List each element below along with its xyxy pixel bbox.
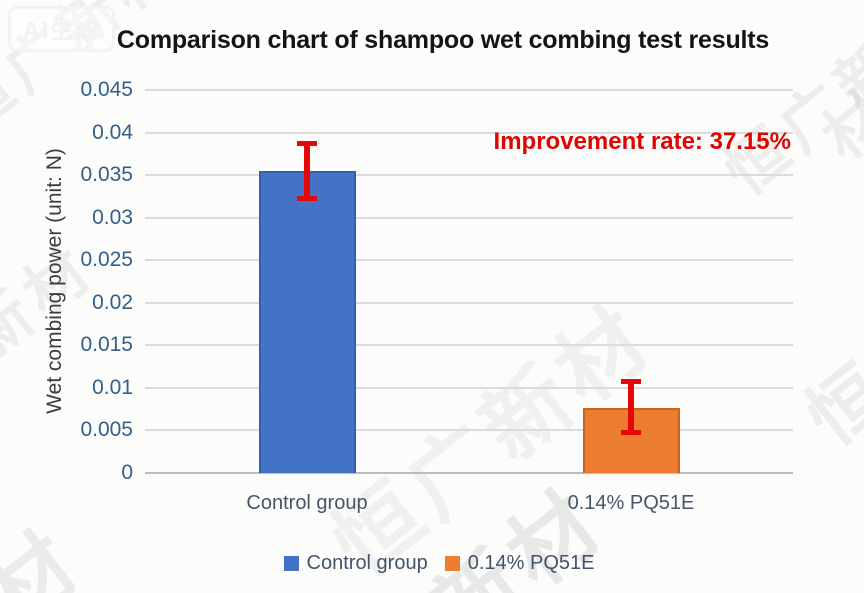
legend-swatch [283,556,299,571]
error-bar-part [621,429,641,435]
legend-item-0-14-pq51e: 0.14% PQ51E [444,552,595,575]
y-axis-tick-label: 0.025 [80,248,133,272]
legend-swatch [444,556,460,571]
watermark-text: 恒 [791,345,864,462]
ai-generated-badge: AI生成 [8,6,115,52]
improvement-annotation: Improvement rate: 37.15% [493,128,791,155]
legend-label: 0.14% PQ51E [467,552,595,574]
y-axis-tick-label: 0 [121,461,133,484]
error-bar-part [297,195,317,201]
error-bar-part [621,379,641,385]
watermark-text: 材 [810,76,864,174]
y-axis-tick-label: 0.005 [80,418,133,442]
y-axis-tick-label: 0.035 [80,163,133,187]
y-axis-tick-label: 0.045 [80,78,133,101]
gridline [145,216,793,219]
error-bar-part [297,141,317,147]
gridline [145,386,793,389]
y-axis-tick-label: 0.02 [92,290,133,314]
gridline [145,259,793,262]
gridline [145,429,793,432]
gridline [145,344,793,347]
gridline [145,131,793,134]
gridline [145,174,793,177]
y-axis-tick-label: 0.01 [92,375,133,399]
legend-item-control-group: Control group [283,552,428,575]
bar-control-group [258,170,356,473]
y-axis-tick-label: 0.04 [92,120,133,144]
gridline [145,89,793,91]
error-bar-0-14-pq51e [621,379,641,435]
x-axis-label-0-14-pq51e: 0.14% PQ51E [567,492,695,514]
error-bar-control-group [297,141,317,201]
x-axis-label-control-group: Control group [246,492,368,514]
x-axis-line [145,472,793,474]
watermark-text: 新材 [0,496,104,593]
plot-area: Improvement rate: 37.15% [145,89,793,474]
gridline [145,301,793,304]
y-axis-tick-label: 0.015 [80,333,133,357]
legend-label: Control group [306,552,428,574]
chart-title: Comparison chart of shampoo wet combing … [116,26,770,54]
error-bar-part [304,141,310,201]
y-axis-tick-label: 0.03 [92,205,133,229]
error-bar-part [628,379,634,435]
legend: Control group 0.14% PQ51E [0,552,864,575]
